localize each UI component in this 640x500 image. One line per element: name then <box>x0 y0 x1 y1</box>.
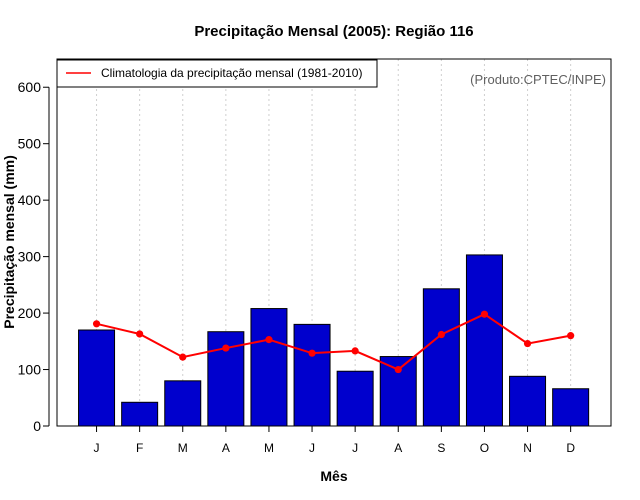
climatology-point-9 <box>480 310 489 318</box>
bar-0 <box>78 329 116 427</box>
y-tick-label-2: 200 <box>18 305 42 321</box>
x-axis-label: Mês <box>320 468 347 484</box>
source-note: (Produto:CPTEC/INPE) <box>470 72 606 87</box>
y-axis-label: Precipitação mensal (mm) <box>1 155 17 329</box>
bar-4 <box>250 308 288 427</box>
y-tick-label-6: 600 <box>18 79 42 95</box>
legend-box <box>56 59 378 88</box>
climatology-line <box>96 313 571 371</box>
x-tick-label-4: M <box>264 441 274 455</box>
climatology-point-5 <box>308 349 316 357</box>
climatology-point-2 <box>179 353 187 361</box>
bar-11 <box>552 388 590 427</box>
climatology-point-6 <box>351 347 359 355</box>
x-tick-label-11: D <box>566 441 575 455</box>
bar-10 <box>509 375 547 427</box>
plot-frame <box>56 58 612 427</box>
x-tick-label-3: A <box>222 441 230 455</box>
bar-9 <box>465 254 503 427</box>
chart-title: Precipitação Mensal (2005): Região 116 <box>194 23 473 40</box>
bar-1 <box>121 401 159 427</box>
climatology-point-10 <box>523 339 532 348</box>
y-tick-label-0: 0 <box>33 418 41 434</box>
y-tick-label-4: 400 <box>18 192 42 208</box>
bar-2 <box>164 380 202 427</box>
x-tick-label-2: M <box>178 441 188 455</box>
climatology-point-8 <box>437 330 445 339</box>
y-tick-label-3: 300 <box>18 249 42 265</box>
legend-entry-climatology: Climatologia da precipitação mensal (198… <box>101 66 362 80</box>
climatology-point-3 <box>222 344 230 352</box>
x-tick-label-0: J <box>94 441 100 455</box>
y-tick-label-5: 500 <box>18 136 42 152</box>
climatology-point-0 <box>92 320 101 328</box>
bar-6 <box>336 370 374 427</box>
y-axis: 0 100 200 300 400 500 600 <box>18 79 50 434</box>
climatology-point-4 <box>265 336 273 344</box>
x-tick-label-5: J <box>309 441 315 455</box>
x-tick-label-8: S <box>437 441 445 455</box>
climatology-point-1 <box>136 330 144 338</box>
climatology-series-line <box>96 313 571 371</box>
bar-5 <box>293 323 331 427</box>
x-tick-label-10: N <box>523 441 532 455</box>
x-tick-label-1: F <box>136 441 143 455</box>
climatology-point-7 <box>394 365 402 374</box>
bars <box>78 254 590 427</box>
legend: Climatologia da precipitação mensal (198… <box>56 59 378 88</box>
climatology-points <box>92 310 575 374</box>
climatology-point-11 <box>567 332 575 340</box>
x-tick-label-6: J <box>352 441 358 455</box>
bar-8 <box>422 288 460 427</box>
y-tick-label-1: 100 <box>18 362 42 378</box>
x-tick-label-7: A <box>394 441 402 455</box>
x-tick-label-9: O <box>480 441 489 455</box>
